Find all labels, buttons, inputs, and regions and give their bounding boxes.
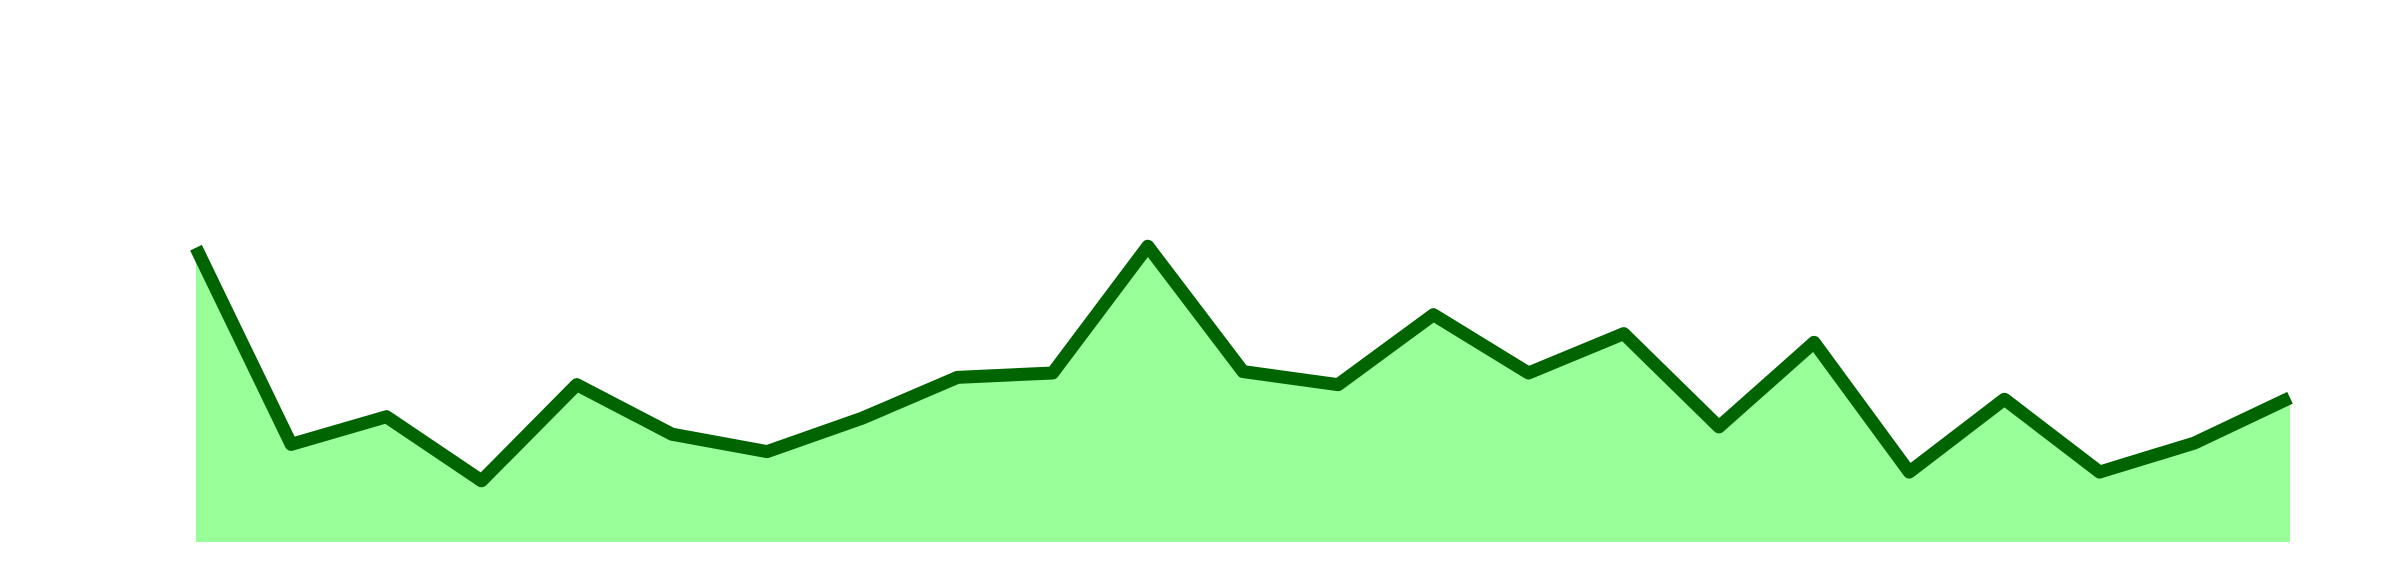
area-fill (196, 246, 2290, 542)
line (190, 239, 2293, 488)
